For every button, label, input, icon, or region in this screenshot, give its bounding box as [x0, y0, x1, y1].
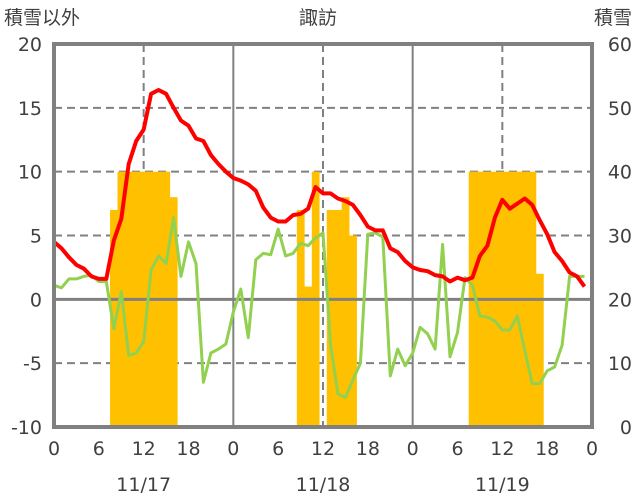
plot-frame	[52, 42, 594, 429]
x-tick-label: 12	[490, 438, 514, 460]
snow-bar	[334, 209, 342, 427]
left-axis-label: 積雪以外	[4, 7, 80, 29]
left-tick-label: 15	[18, 98, 42, 120]
snow-bar	[169, 197, 178, 427]
left-tick-label: 5	[30, 226, 42, 248]
snow-bar	[304, 286, 313, 427]
left-tick-label: -10	[11, 417, 42, 439]
x-tick-label: 0	[48, 438, 60, 460]
right-tick-label: 50	[608, 98, 632, 120]
snow-bar	[341, 197, 350, 427]
x-tick-label: 12	[311, 438, 335, 460]
snow-bar	[349, 235, 357, 427]
red-series-line	[52, 88, 587, 288]
left-tick-label: 0	[30, 289, 42, 311]
date-label: 11/18	[296, 474, 351, 496]
x-tick-label: 6	[272, 438, 284, 460]
right-tick-label: 30	[608, 226, 632, 248]
chart-title: 諏訪	[299, 7, 337, 29]
left-tick-label: -5	[23, 353, 42, 375]
x-tick-label: 0	[586, 438, 598, 460]
right-tick-label: 40	[608, 162, 632, 184]
x-tick-label: 6	[451, 438, 463, 460]
x-tick-label: 6	[93, 438, 105, 460]
x-tick-label: 18	[356, 438, 380, 460]
x-tick-label: 0	[407, 438, 419, 460]
snow-bar	[296, 209, 305, 427]
right-tick-label: 20	[608, 289, 632, 311]
green-series-line	[53, 216, 585, 400]
right-tick-label: 0	[620, 417, 632, 439]
right-tick-label: 60	[608, 34, 632, 56]
left-tick-label: 20	[18, 34, 42, 56]
date-label: 11/19	[475, 474, 530, 496]
x-tick-label: 18	[176, 438, 200, 460]
right-axis-label: 積雪	[594, 7, 632, 29]
snow-bar	[535, 273, 544, 427]
x-tick-label: 0	[227, 438, 239, 460]
right-tick-label: 10	[608, 353, 632, 375]
x-tick-label: 12	[132, 438, 156, 460]
snow-bar	[110, 209, 118, 427]
left-tick-label: 10	[18, 162, 42, 184]
date-label: 11/17	[116, 474, 171, 496]
snow-bar	[326, 209, 335, 427]
x-tick-label: 18	[535, 438, 559, 460]
